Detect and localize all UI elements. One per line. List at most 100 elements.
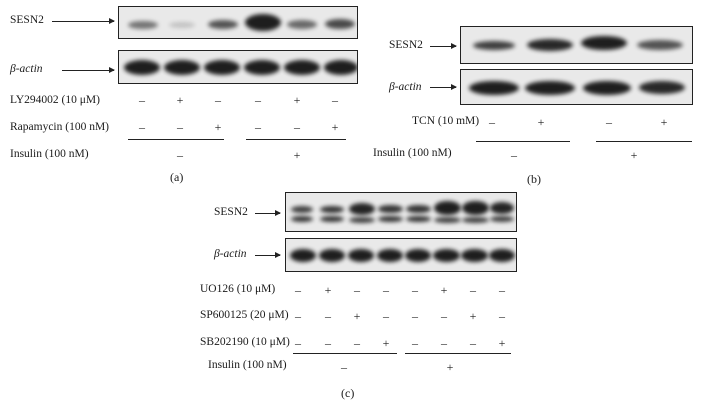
band xyxy=(378,216,403,222)
band xyxy=(489,249,515,262)
panel-b-sesn2-arrow xyxy=(430,43,457,49)
panel-c-actin-label: β-actin xyxy=(214,248,247,260)
sign: + xyxy=(214,120,222,134)
sign: – xyxy=(470,283,476,297)
band xyxy=(349,203,375,215)
sign: – xyxy=(499,309,505,323)
band xyxy=(378,205,403,213)
band xyxy=(639,81,685,94)
sign: + xyxy=(537,115,545,129)
band xyxy=(406,216,431,222)
sign: – xyxy=(294,120,300,134)
group-line xyxy=(246,139,346,140)
group-line xyxy=(293,353,397,354)
panel-b-actin-label: β-actin xyxy=(389,81,422,93)
sign: – xyxy=(412,283,418,297)
band xyxy=(434,217,461,223)
panel-b-actin-arrow xyxy=(430,84,457,90)
band xyxy=(583,81,631,95)
band xyxy=(406,205,431,213)
sign: – xyxy=(139,120,145,134)
sign: – xyxy=(177,120,183,134)
sign: + xyxy=(660,115,668,129)
sign: + xyxy=(293,148,301,162)
sign: – xyxy=(255,93,261,107)
band xyxy=(320,206,344,213)
band xyxy=(473,41,515,50)
band xyxy=(490,202,514,214)
sign: + xyxy=(324,283,332,297)
band xyxy=(434,201,461,215)
band xyxy=(169,22,195,28)
panel-c-row1-label: UO126 (10 μM) xyxy=(200,283,276,295)
sign: – xyxy=(441,336,447,350)
panel-a-actin-label: β-actin xyxy=(10,63,43,75)
panel-a-sesn2-label: SESN2 xyxy=(10,14,44,26)
panel-a-row2-label: Rapamycin (100 nM) xyxy=(10,121,110,133)
sign: – xyxy=(511,148,517,162)
band xyxy=(319,249,345,262)
sign: + xyxy=(469,309,477,323)
sign: – xyxy=(295,283,301,297)
band xyxy=(204,60,240,75)
band xyxy=(124,60,160,75)
band xyxy=(581,36,627,50)
sign: + xyxy=(446,360,454,374)
band xyxy=(287,20,317,29)
sign: + xyxy=(382,336,390,350)
sign: – xyxy=(139,93,145,107)
band xyxy=(348,249,374,262)
panel-b-sesn2-blot xyxy=(460,26,693,64)
panel-c-actin-arrow xyxy=(255,252,281,258)
group-line xyxy=(596,141,692,142)
sign: + xyxy=(630,148,638,162)
sign: – xyxy=(341,360,347,374)
sign: – xyxy=(383,283,389,297)
band xyxy=(325,19,355,29)
panel-a-actin-blot xyxy=(118,50,358,84)
sign: – xyxy=(332,93,338,107)
panel-a-actin-arrow xyxy=(62,67,115,73)
sign: + xyxy=(353,309,361,323)
sign: + xyxy=(498,336,506,350)
group-line xyxy=(405,353,511,354)
panel-a-insulin-label: Insulin (100 nM) xyxy=(10,148,89,160)
band xyxy=(128,21,158,29)
sign: – xyxy=(606,115,612,129)
sign: – xyxy=(412,309,418,323)
band xyxy=(527,39,573,51)
sign: – xyxy=(295,309,301,323)
sign: – xyxy=(354,283,360,297)
panel-a-letter: (a) xyxy=(170,170,184,184)
sign: – xyxy=(489,115,495,129)
sign: – xyxy=(255,120,261,134)
panel-c-sesn2-blot xyxy=(285,192,517,232)
sign: + xyxy=(331,120,339,134)
panel-a-sesn2-arrow xyxy=(52,18,115,24)
band xyxy=(525,81,575,95)
band xyxy=(377,249,403,262)
sign: – xyxy=(412,336,418,350)
panel-b-actin-blot xyxy=(460,69,693,105)
sign: – xyxy=(470,336,476,350)
band xyxy=(637,40,683,50)
band xyxy=(490,216,514,222)
sign: + xyxy=(440,283,448,297)
band xyxy=(320,216,344,222)
sign: – xyxy=(325,336,331,350)
panel-a-row1-label: LY294002 (10 μM) xyxy=(10,94,100,106)
band xyxy=(208,20,238,29)
sign: – xyxy=(499,283,505,297)
panel-b-sesn2-label: SESN2 xyxy=(389,39,423,51)
sign: – xyxy=(441,309,447,323)
band xyxy=(291,206,313,213)
panel-c-letter: (c) xyxy=(341,386,355,400)
sign: – xyxy=(354,336,360,350)
band xyxy=(284,60,320,75)
panel-c-row2-label: SP600125 (20 μM) xyxy=(200,309,289,321)
band xyxy=(405,249,431,262)
band xyxy=(290,249,316,262)
panel-a-sesn2-blot xyxy=(118,6,358,39)
panel-c-sesn2-label: SESN2 xyxy=(214,206,248,218)
band xyxy=(245,14,281,31)
